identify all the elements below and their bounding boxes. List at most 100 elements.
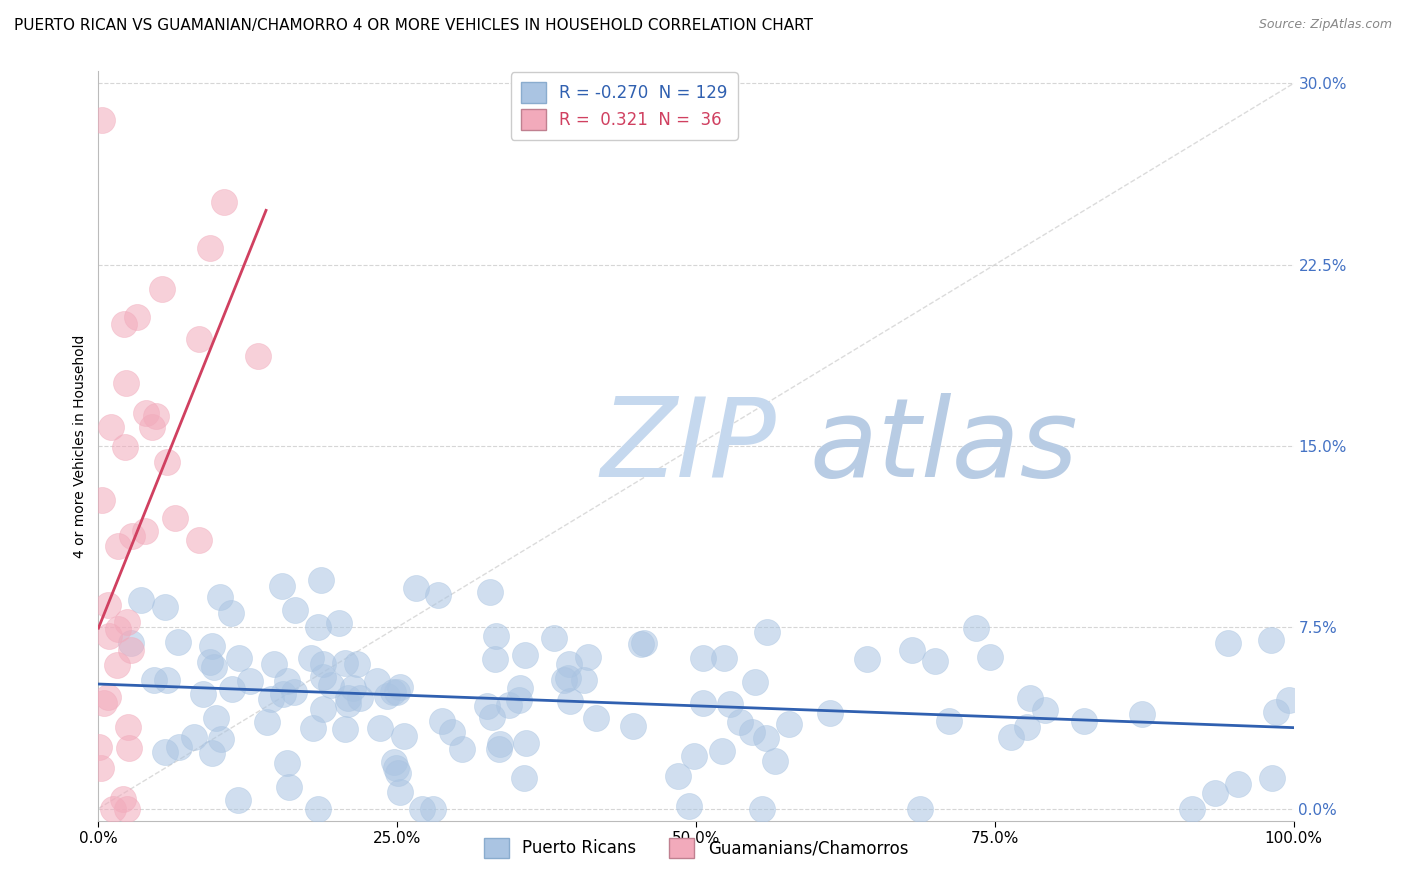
Point [728, 714, 751, 729]
Point [121, 636, 143, 650]
Point [201, 639, 224, 653]
Point [183, 731, 205, 745]
Point [111, 792, 134, 806]
Point [278, 780, 301, 794]
Point [312, 702, 335, 716]
Point [387, 766, 409, 780]
Point [965, 621, 987, 635]
Point [387, 685, 409, 699]
Point [200, 241, 222, 255]
Point [346, 657, 368, 672]
Point [900, 642, 922, 657]
Point [763, 754, 786, 768]
Point [129, 593, 152, 607]
Point [256, 714, 278, 729]
Point [692, 651, 714, 665]
Point [155, 454, 177, 468]
Point [187, 331, 209, 345]
Point [117, 720, 139, 734]
Point [818, 706, 841, 720]
Point [678, 799, 700, 814]
Point [228, 651, 250, 665]
Point [1181, 801, 1204, 815]
Point [751, 801, 773, 815]
Point [508, 693, 530, 707]
Point [202, 660, 225, 674]
Point [342, 681, 364, 695]
Point [1264, 705, 1286, 719]
Point [1033, 703, 1056, 717]
Point [855, 651, 877, 665]
Point [630, 637, 652, 651]
Point [485, 629, 508, 643]
Point [167, 635, 190, 649]
Point [336, 698, 359, 712]
Point [145, 409, 167, 423]
Point [134, 524, 156, 538]
Point [212, 195, 235, 210]
Text: ZIP: ZIP [600, 392, 776, 500]
Point [163, 511, 186, 525]
Point [117, 615, 139, 629]
Point [481, 710, 503, 724]
Point [475, 698, 498, 713]
Point [515, 736, 537, 750]
Point [908, 801, 931, 815]
Point [307, 620, 329, 634]
Point [221, 681, 243, 696]
Point [201, 746, 224, 760]
Point [1018, 690, 1040, 705]
Legend: Puerto Ricans, Guamanians/Chamorros: Puerto Ricans, Guamanians/Chamorros [477, 831, 915, 864]
Point [1204, 786, 1226, 800]
Point [513, 772, 536, 786]
Point [204, 711, 226, 725]
Point [100, 419, 122, 434]
Point [193, 687, 215, 701]
Point [121, 529, 143, 543]
Point [349, 690, 371, 705]
Point [426, 588, 449, 602]
Point [311, 657, 333, 672]
Point [382, 755, 405, 769]
Point [778, 717, 800, 731]
Point [219, 606, 242, 620]
Point [208, 591, 231, 605]
Point [284, 603, 307, 617]
Point [1130, 706, 1153, 721]
Point [135, 406, 157, 420]
Point [247, 349, 270, 363]
Point [153, 600, 176, 615]
Point [382, 685, 405, 699]
Point [1226, 776, 1249, 790]
Point [283, 685, 305, 699]
Point [450, 742, 472, 756]
Point [385, 761, 408, 775]
Point [115, 801, 138, 815]
Point [311, 574, 333, 588]
Point [509, 681, 531, 695]
Point [156, 673, 179, 687]
Point [188, 533, 211, 547]
Point [755, 625, 778, 640]
Text: atlas: atlas [810, 392, 1078, 500]
Point [271, 687, 294, 701]
Point [120, 643, 142, 657]
Point [375, 689, 398, 703]
Point [1260, 772, 1282, 786]
Point [90, 112, 112, 127]
Point [263, 657, 285, 671]
Point [666, 769, 689, 783]
Point [209, 731, 232, 746]
Text: Source: ZipAtlas.com: Source: ZipAtlas.com [1258, 18, 1392, 31]
Point [319, 678, 342, 692]
Point [333, 656, 356, 670]
Point [498, 698, 520, 712]
Point [478, 585, 501, 599]
Point [114, 441, 136, 455]
Point [489, 737, 512, 751]
Point [98, 629, 121, 643]
Point [585, 711, 607, 725]
Point [1015, 720, 1038, 734]
Point [1218, 636, 1240, 650]
Point [271, 579, 294, 593]
